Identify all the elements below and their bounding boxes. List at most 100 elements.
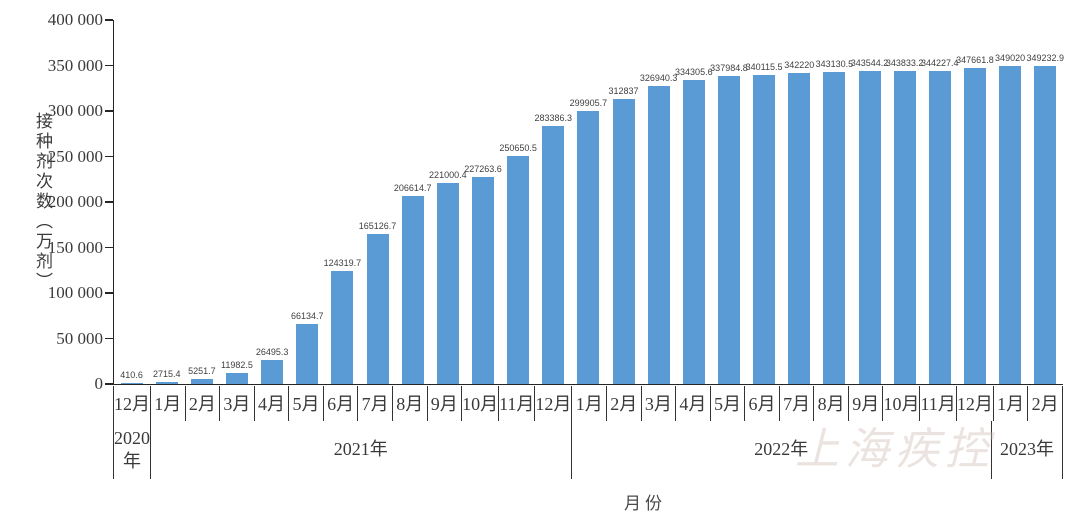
month-tick-label: 7月	[358, 385, 393, 421]
bar-slot: 283386.3	[534, 20, 573, 384]
y-tick-label: 150 000	[47, 237, 103, 257]
month-tick-label: 8月	[393, 385, 428, 421]
bar	[225, 373, 248, 384]
bar-value-label: 340115.5	[745, 61, 783, 72]
y-tick-label: 350 000	[47, 55, 103, 75]
bar-value-label: 312837	[608, 86, 639, 97]
bar-slot: 342220	[782, 20, 817, 384]
y-tick-label: 50 000	[56, 328, 103, 348]
year-group-label: 2021年	[151, 420, 572, 479]
bar	[436, 182, 459, 384]
month-tick-label: 1月	[572, 385, 607, 421]
bar-value-label: 337984.8	[710, 63, 748, 74]
y-tick-mark	[105, 155, 113, 158]
month-tick-label: 9月	[428, 385, 463, 421]
bar-slot: 250650.5	[499, 20, 537, 384]
bar-slot: 343833.2	[886, 20, 923, 384]
bar-slot: 66134.7	[290, 20, 325, 384]
month-tick-label: 8月	[814, 385, 849, 421]
bar	[753, 74, 776, 384]
bar-value-label: 343544.2	[850, 58, 889, 69]
bar-slot: 349020	[993, 20, 1028, 384]
bar	[331, 270, 354, 384]
y-tick-mark	[105, 19, 113, 21]
month-tick-label: 5月	[289, 385, 324, 421]
bar	[858, 71, 881, 384]
y-tick-mark	[105, 110, 113, 112]
bar-slot: 124319.7	[324, 20, 361, 384]
bar	[366, 233, 389, 384]
year-axis-row: 2020 年 2021年 2022年 2023年	[113, 420, 1063, 479]
bar-value-label: 221000.4	[429, 169, 467, 180]
bar-value-label: 11982.5	[221, 360, 253, 371]
bars: 410.6 2715.4 5251.7 11982.5 26495.3 66134.7 12…	[114, 20, 1064, 384]
year-group-label: 2022年	[572, 420, 993, 479]
month-tick-label: 3月	[642, 385, 677, 421]
bar	[577, 111, 600, 384]
bar-slot: 312837	[606, 20, 641, 384]
month-axis-row: 12月 1月 2月 3月 4月 5月 6月 7月 8月 9月 10月 11月 12月 1月 2月 3月 4月 5月…	[113, 385, 1063, 421]
month-tick-label: 2月	[186, 385, 221, 421]
month-tick-label: 1月	[994, 385, 1029, 421]
bar-slot: 299905.7	[570, 20, 607, 384]
y-axis-labels: 400 000 350 000 300 000 250 000 200 000 150 0…	[0, 0, 103, 420]
bar-slot: 410.6	[114, 20, 149, 384]
y-tick-mark	[105, 246, 113, 249]
year-group-label: 2023年	[992, 420, 1063, 479]
bar	[155, 381, 178, 384]
bar-slot: 5251.7	[184, 20, 219, 384]
bar	[999, 66, 1022, 384]
bar	[788, 72, 811, 384]
y-tick-label: 200 000	[47, 192, 103, 211]
bar-value-label: 227263.6	[464, 164, 502, 175]
bar-value-label: 283386.3	[534, 113, 573, 124]
month-tick-label: 2月	[1028, 385, 1063, 421]
y-tick-mark	[105, 292, 113, 294]
month-tick-label: 10月	[883, 385, 921, 421]
month-tick-label: 2月	[607, 385, 642, 421]
y-tick-label: 100 000	[47, 283, 103, 302]
bar-value-label: 326940.3	[639, 73, 678, 84]
bar-value-label: 26495.3	[255, 346, 289, 357]
bar-slot: 2715.4	[149, 20, 184, 384]
month-tick-label: 10月	[462, 385, 500, 421]
month-tick-label: 12月	[535, 385, 573, 421]
month-tick-label: 11月	[920, 385, 957, 421]
bar-slot: 326940.3	[639, 20, 678, 384]
bar-slot: 227263.6	[464, 20, 502, 384]
month-tick-label: 1月	[151, 385, 186, 421]
month-tick-label: 6月	[324, 385, 359, 421]
month-tick-label: 7月	[780, 385, 815, 421]
bar-slot: 165126.7	[359, 20, 396, 384]
bar	[261, 359, 284, 384]
bar	[401, 195, 424, 384]
bar-slot: 347661.8	[956, 20, 994, 384]
y-axis-title: 接种剂次数（万剂）	[33, 112, 52, 292]
y-tick-mark	[105, 201, 113, 203]
bar-value-label: 347661.8	[956, 54, 994, 65]
bar	[471, 177, 494, 384]
bar-slot: 343130.5	[816, 20, 853, 384]
y-tick-label: 250 000	[47, 146, 103, 166]
bar	[893, 71, 916, 384]
bar-slot: 11982.5	[219, 20, 254, 384]
bar-slot: 221000.4	[429, 20, 467, 384]
bar-slot: 344227.4	[921, 20, 959, 384]
year-group-label: 2020 年	[114, 420, 151, 479]
bar	[542, 126, 565, 384]
month-tick-label: 4月	[676, 385, 711, 421]
y-tick-label: 300 000	[47, 101, 103, 120]
month-tick-label: 11月	[499, 385, 536, 421]
bar	[682, 79, 705, 384]
bar	[928, 70, 951, 384]
bar	[823, 71, 846, 384]
bar-value-label: 250650.5	[499, 142, 537, 153]
bar	[647, 86, 670, 384]
bar-slot: 343544.2	[850, 20, 889, 384]
y-tick-label: 400 000	[47, 10, 103, 29]
bar-value-label: 66134.7	[290, 310, 324, 321]
month-tick-label: 12月	[957, 385, 994, 421]
bar	[612, 99, 635, 384]
bar	[296, 323, 319, 384]
